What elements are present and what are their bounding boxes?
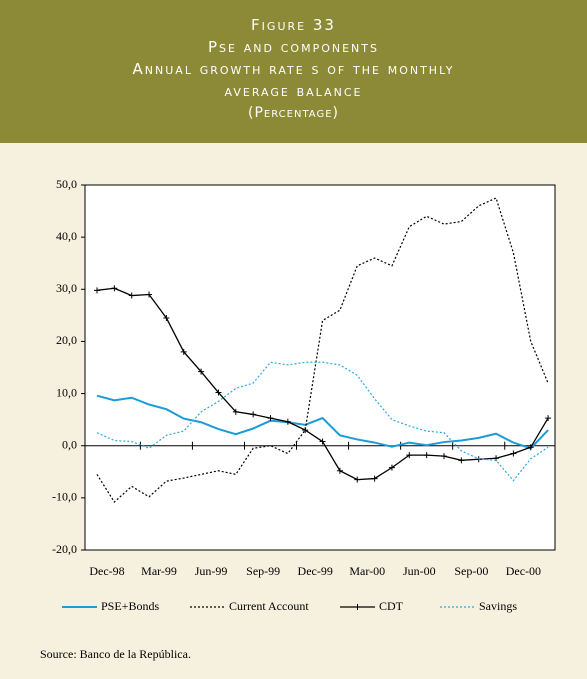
x-tick-label: Sep-00 — [454, 564, 488, 578]
series-marker — [302, 427, 309, 434]
series-marker — [423, 452, 430, 459]
x-tick-label: Dec-00 — [506, 564, 541, 578]
legend-label: Savings — [479, 599, 517, 613]
series-marker — [284, 418, 291, 425]
series-marker — [198, 368, 205, 375]
x-tick-label: Jun-99 — [195, 564, 228, 578]
x-tick-label: Mar-00 — [349, 564, 385, 578]
series-marker — [250, 411, 257, 418]
header: Figure 33 Pse and components Annual grow… — [0, 0, 587, 143]
legend-label: Current Account — [229, 599, 309, 613]
series-marker — [111, 285, 118, 292]
series-marker — [267, 415, 274, 422]
series-marker — [336, 467, 343, 474]
y-tick-label: -10,0 — [52, 490, 77, 504]
x-tick-label: Jun-00 — [403, 564, 436, 578]
x-tick-label: Dec-99 — [298, 564, 333, 578]
y-tick-label: -20,0 — [52, 542, 77, 556]
legend-label: PSE+Bonds — [101, 599, 159, 613]
y-tick-label: 50,0 — [56, 177, 77, 191]
subtitle: (Percentage) — [248, 105, 339, 121]
title-line: Pse and components — [208, 38, 379, 56]
title-line: average balance — [224, 82, 363, 100]
series-line — [96, 394, 549, 450]
x-tick-label: Sep-99 — [246, 564, 280, 578]
series-marker — [94, 287, 100, 294]
series-marker — [510, 450, 517, 457]
series-marker — [545, 415, 552, 422]
series-marker — [527, 444, 534, 451]
series-line — [96, 197, 549, 503]
series-marker — [146, 291, 153, 298]
series-line — [96, 361, 549, 482]
series-marker — [163, 314, 170, 321]
series-marker — [458, 457, 465, 464]
series-marker — [371, 475, 378, 482]
series-marker — [388, 464, 395, 471]
chart: Source: Banco de la República. -20,0 -10,… — [40, 177, 556, 661]
y-tick-label: 0,0 — [62, 437, 77, 451]
series-marker — [232, 408, 239, 415]
series-marker — [180, 348, 187, 355]
series-marker — [128, 292, 135, 299]
y-tick-label: 30,0 — [56, 281, 77, 295]
series-marker — [354, 476, 361, 483]
x-tick-label: Dec-98 — [89, 564, 124, 578]
series-marker — [319, 438, 326, 445]
legend-label: CDT — [379, 599, 404, 613]
title-line: Annual growth rate s of the monthly — [132, 60, 455, 78]
series-marker — [406, 452, 413, 459]
title-line: Figure 33 — [251, 16, 336, 34]
y-tick-label: 20,0 — [56, 333, 77, 347]
plot-frame — [84, 184, 556, 551]
x-tick-label: Mar-99 — [141, 564, 177, 578]
y-tick-label: 40,0 — [56, 229, 77, 243]
series-marker — [215, 389, 222, 396]
source: Source: Banco de la República. — [40, 647, 191, 661]
series-marker — [441, 453, 447, 460]
y-tick-label: 10,0 — [56, 385, 77, 399]
